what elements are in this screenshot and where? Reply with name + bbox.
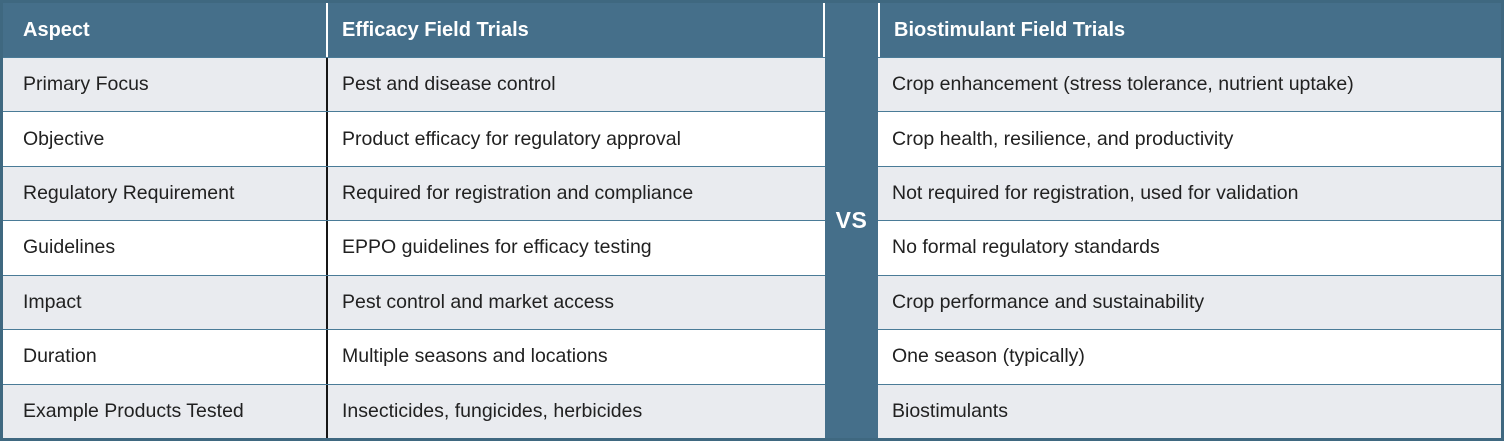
table-row: One season (typically) — [878, 329, 1501, 384]
value-cell: No formal regulatory standards — [892, 236, 1160, 259]
aspect-cell: Regulatory Requirement — [3, 166, 328, 221]
value-cell: Biostimulants — [892, 399, 1008, 422]
efficacy-column-header: Efficacy Field Trials — [342, 18, 529, 41]
vs-divider-band: VS — [825, 3, 878, 438]
value-cell: EPPO guidelines for efficacy testing — [342, 236, 652, 259]
table-row: Crop performance and sustainability — [878, 274, 1501, 330]
aspect-cell: Impact — [3, 275, 328, 330]
value-cell: Multiple seasons and locations — [342, 345, 608, 368]
value-cell: Insecticides, fungicides, herbicides — [342, 399, 643, 422]
table-row: Guidelines EPPO guidelines for efficacy … — [3, 220, 825, 275]
value-cell: Crop performance and sustainability — [892, 290, 1205, 313]
aspect-cell: Primary Focus — [3, 58, 328, 112]
value-cell: Pest control and market access — [342, 290, 615, 313]
table-row: Crop health, resilience, and productivit… — [878, 111, 1501, 166]
value-cell: Product efficacy for regulatory approval — [342, 127, 681, 150]
table-row: Example Products Tested Insecticides, fu… — [3, 383, 825, 438]
value-cell: Pest and disease control — [342, 73, 556, 96]
value-cell: Crop enhancement (stress tolerance, nutr… — [892, 73, 1354, 96]
table-row: Not required for registration, used for … — [878, 165, 1501, 221]
value-cell: Not required for registration, used for … — [892, 182, 1299, 205]
table-row: Impact Pest control and market access — [3, 274, 825, 330]
aspect-column-header: Aspect — [3, 3, 328, 57]
table-row: Biostimulants — [878, 383, 1501, 438]
aspect-cell: Guidelines — [3, 221, 328, 275]
efficacy-table: Aspect Efficacy Field Trials Primary Foc… — [3, 3, 825, 438]
vs-label: VS — [835, 207, 868, 233]
table-row: Duration Multiple seasons and locations — [3, 329, 825, 384]
table-row: Regulatory Requirement Required for regi… — [3, 165, 825, 221]
table-row: Crop enhancement (stress tolerance, nutr… — [878, 57, 1501, 112]
biostimulant-column-header: Biostimulant Field Trials — [894, 18, 1126, 41]
value-cell: Required for registration and compliance — [342, 182, 694, 205]
table-row: No formal regulatory standards — [878, 220, 1501, 275]
value-cell: Crop health, resilience, and productivit… — [892, 127, 1234, 150]
table-row: Primary Focus Pest and disease control — [3, 57, 825, 112]
efficacy-table-header-row: Aspect Efficacy Field Trials — [3, 3, 825, 57]
aspect-cell: Duration — [3, 330, 328, 384]
value-cell: One season (typically) — [892, 345, 1085, 368]
aspect-cell: Example Products Tested — [3, 384, 328, 438]
aspect-cell: Objective — [3, 112, 328, 166]
biostimulant-table: Biostimulant Field Trials Crop enhanceme… — [878, 3, 1501, 438]
table-row: Objective Product efficacy for regulator… — [3, 111, 825, 166]
biostimulant-table-header-row: Biostimulant Field Trials — [878, 3, 1501, 57]
